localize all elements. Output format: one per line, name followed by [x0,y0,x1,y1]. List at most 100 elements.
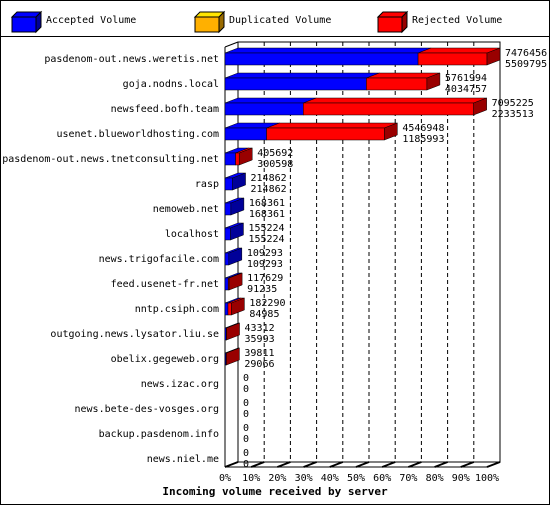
value-label: 300598 [257,159,293,170]
value-label: 84985 [249,309,279,320]
value-label: 214862 [251,184,287,195]
bar-segment [224,97,317,116]
tick-mark [303,461,317,468]
y-tick-label: feed.usenet-fr.net [111,279,219,290]
value-label: 109293 [247,248,283,259]
y-tick-label: outgoing.news.lysator.liu.se [50,329,219,340]
bar-segment [224,122,280,141]
y-tick-label: backup.pasdenom.info [99,429,219,440]
bar-side [426,72,441,91]
x-tick-label: 60% [373,473,391,484]
bar-segment [366,72,441,91]
tick-mark [460,461,475,468]
tick-mark [224,461,239,468]
x-tick-label: 70% [399,473,417,484]
bar-face [224,127,267,141]
x-tick-label: 90% [452,473,470,484]
value-label: 214862 [251,173,287,184]
legend-swatch [11,16,37,33]
legend-label: Rejected Volume [412,15,502,26]
y-tick-label: localhost [165,229,219,240]
bar-face [224,227,231,241]
y-tick-label: newsfeed.bofh.team [111,104,219,115]
value-label: 5509795 [505,59,547,70]
y-tick-label: rasp [195,179,219,190]
x-tick-label: 50% [347,473,365,484]
x-tick-label: 100% [475,473,499,484]
bar-face [227,302,232,316]
value-label: 2233513 [492,109,534,120]
value-label: 35993 [245,334,275,345]
bar-face [224,252,230,266]
y-tick-label: news.izac.org [141,379,219,390]
value-label: 168361 [249,209,285,220]
bar-face [303,102,474,116]
value-label: 168361 [249,198,285,209]
bar-segment [266,122,398,141]
value-label: 0 [243,398,249,409]
bar-segment [224,47,432,66]
bar-face [366,77,428,91]
value-label: 91235 [247,284,277,295]
legend-label: Accepted Volume [46,15,136,26]
bar-face [224,302,229,316]
tick-mark [355,461,370,468]
bar-face [417,47,501,54]
y-tick-label: news.bete-des-vosges.org [75,404,220,415]
value-label: 4034757 [445,84,487,95]
bar-face [266,122,398,129]
bar-side [230,222,244,241]
value-label: 5761994 [445,73,487,84]
bar-side [232,172,246,191]
y-tick-label: obelix.gegeweb.org [111,354,219,365]
value-label: 7476456 [505,48,547,59]
value-label: 4546948 [402,123,444,134]
bar-side [228,247,243,266]
bar-segment [224,72,380,91]
tick-mark [486,461,501,468]
bar-face [224,97,317,104]
value-label: 0 [243,423,249,434]
value-label: 0 [243,373,249,384]
bar-face [224,72,380,79]
bar-face [224,152,236,166]
bar-segment [303,97,487,116]
bar-face [224,277,229,291]
x-tick-label: 10% [242,473,260,484]
value-label: 109293 [247,259,283,270]
value-label: 117629 [247,273,283,284]
value-label: 39811 [244,348,274,359]
y-tick-label: pasdenom-out.news.tnetconsulting.net [2,154,219,165]
bar-face [224,102,304,116]
bar-side [228,272,243,291]
tick-mark [408,461,422,468]
tick-mark [329,461,344,468]
bar-face [224,77,367,91]
value-label: 0 [243,448,249,459]
bar-face [417,52,488,66]
value-label: 155224 [248,234,284,245]
tick-mark [381,461,396,468]
y-tick-label: nntp.csiph.com [135,304,219,315]
x-tick-label: 20% [268,473,286,484]
bar-side [486,47,501,66]
bar-side [473,97,487,116]
bar-segment [417,47,501,66]
y-tick-label: goja.nodns.local [123,79,219,90]
bar-side [238,147,253,166]
tick-mark [250,461,265,468]
bar-side [226,347,240,366]
value-label: 0 [243,434,249,445]
value-label: 0 [243,409,249,420]
value-label: 7095225 [492,98,534,109]
legend-swatch [194,16,220,33]
tick-mark [277,461,291,468]
value-label: 155224 [248,223,284,234]
x-axis-label: Incoming volume received by server [162,485,388,498]
x-tick-label: 30% [295,473,313,484]
value-label: 405692 [257,148,293,159]
legend-label: Duplicated Volume [229,15,331,26]
bar-side [226,322,240,341]
y-tick-label: pasdenom-out.news.weretis.net [44,54,219,65]
y-tick-label: news.trigofacile.com [99,254,219,265]
